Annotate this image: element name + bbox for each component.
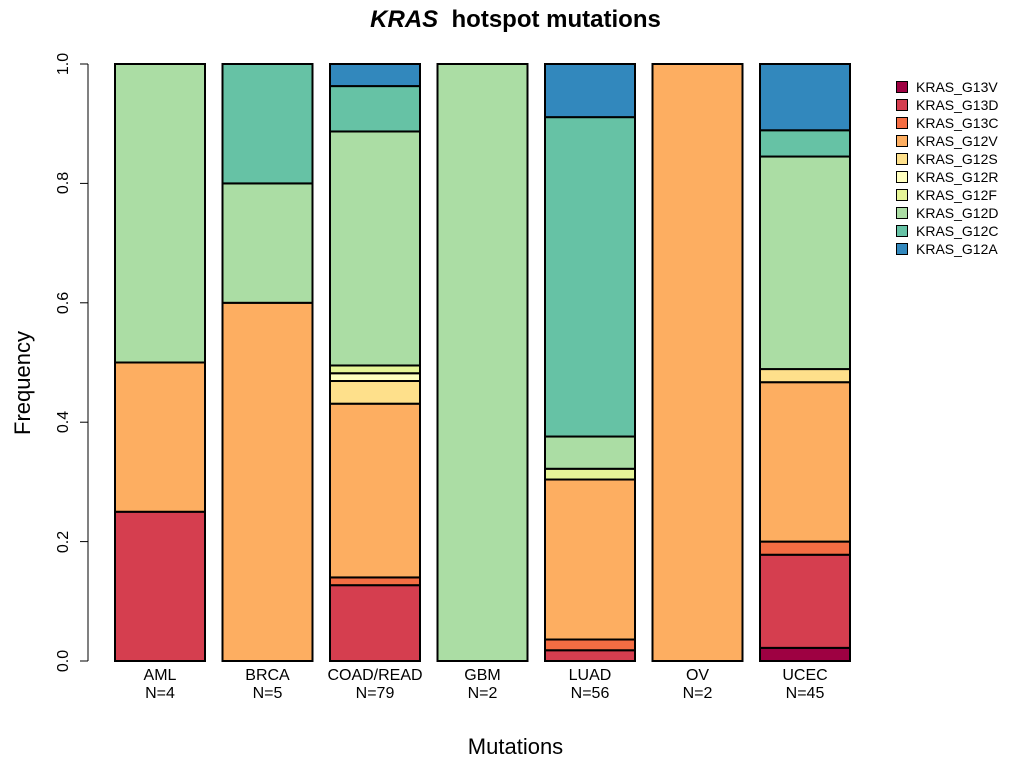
legend-swatch	[896, 117, 908, 129]
legend-label: KRAS_G12A	[916, 241, 998, 257]
x-tick-count: N=79	[355, 685, 395, 702]
chart-title: KRAS hotspot mutations	[0, 6, 1031, 34]
bar-segment-kras-g12c	[329, 85, 421, 133]
y-tick-label: 1.0	[55, 52, 72, 76]
bar-segment-kras-g13d	[759, 553, 851, 649]
bar-segment-kras-g13v	[759, 646, 851, 663]
x-axis-label: Mutations	[467, 734, 564, 759]
bar-segment-kras-g12c	[221, 63, 314, 185]
legend-label: KRAS_G12S	[916, 151, 998, 167]
bar-segment-kras-g12r	[329, 372, 421, 383]
x-tick-label: COAD/READ N=79	[315, 667, 435, 703]
bar-segment-kras-g12f	[329, 364, 421, 375]
y-tick-label: 0.0	[55, 649, 72, 673]
bar-segment-kras-g12a	[544, 63, 636, 119]
y-tick-label: 0.2	[55, 530, 72, 553]
bar-segment-kras-g12d	[329, 130, 421, 367]
x-tick-count: N=5	[252, 685, 283, 702]
bar-segment-kras-g13d	[329, 584, 421, 663]
legend-swatch	[896, 81, 908, 93]
bar-segment-kras-g13d	[544, 649, 636, 663]
x-tick-label: LUAD N=56	[530, 667, 650, 703]
bar-segment-kras-g12v	[221, 301, 314, 662]
legend-item: KRAS_G12A	[896, 240, 998, 258]
legend-swatch	[896, 225, 908, 237]
bar-segment-kras-g13c	[759, 540, 851, 556]
bar-segment-kras-g12v	[544, 478, 636, 641]
legend-item: KRAS_G12C	[896, 222, 998, 240]
bar-segment-kras-g12f	[544, 467, 636, 481]
bar-segment-kras-g12c	[759, 129, 851, 158]
bar-segment-kras-g12c	[544, 116, 636, 438]
bar-segment-kras-g12v	[651, 63, 744, 662]
bar-segment-kras-g12s	[329, 380, 421, 405]
bar-segment-kras-g12a	[329, 63, 421, 88]
legend-item: KRAS_G13V	[896, 78, 998, 96]
bar-segment-kras-g12v	[329, 402, 421, 579]
x-tick-count: N=2	[467, 685, 498, 702]
bar-segment-kras-g12v	[114, 361, 206, 513]
y-axis-label: Frequency	[10, 331, 35, 435]
legend-item: KRAS_G13D	[896, 96, 998, 114]
legend-label: KRAS_G13V	[916, 79, 998, 95]
legend-label: KRAS_G12C	[916, 223, 999, 239]
x-tick-category: LUAD	[568, 667, 612, 684]
x-tick-label: AML N=4	[100, 667, 220, 703]
x-tick-category: BRCA	[245, 667, 290, 684]
bar-segment-kras-g12v	[759, 381, 851, 543]
legend-item: KRAS_G12S	[896, 150, 998, 168]
bar-segment-kras-g12d	[114, 63, 206, 364]
legend-swatch	[896, 135, 908, 147]
x-tick-count: N=2	[682, 685, 713, 702]
chart-title-rest: hotspot mutations	[451, 6, 661, 33]
legend-swatch	[896, 171, 908, 183]
legend: KRAS_G13V KRAS_G13D KRAS_G13C KRAS_G12V KRAS…	[896, 78, 998, 258]
legend-swatch	[896, 99, 908, 111]
x-tick-label: UCEC N=45	[745, 667, 865, 703]
bar-segment-kras-g12d	[759, 155, 851, 371]
y-tick-label: 0.6	[55, 291, 72, 314]
bar-segment-kras-g12d	[221, 182, 314, 304]
bar-segment-kras-g13c	[544, 638, 636, 652]
legend-swatch	[896, 243, 908, 255]
bar-segment-kras-g12d	[544, 435, 636, 470]
x-tick-count: N=56	[570, 685, 610, 702]
x-tick-label: OV N=2	[638, 667, 758, 703]
x-tick-category: GBM	[464, 667, 501, 684]
legend-item: KRAS_G13C	[896, 114, 998, 132]
y-tick-label: 0.4	[55, 411, 72, 434]
legend-item: KRAS_G12D	[896, 204, 998, 222]
x-tick-category: OV	[685, 667, 710, 684]
x-tick-category: UCEC	[782, 667, 828, 684]
x-tick-label: GBM N=2	[423, 667, 543, 703]
x-tick-category: COAD/READ	[327, 667, 423, 684]
bar-segment-kras-g13d	[114, 510, 206, 662]
legend-item: KRAS_G12V	[896, 132, 998, 150]
x-tick-category: AML	[143, 667, 177, 684]
legend-swatch	[896, 189, 908, 201]
legend-label: KRAS_G13D	[916, 97, 999, 113]
legend-swatch	[896, 207, 908, 219]
x-tick-label: BRCA N=5	[208, 667, 328, 703]
x-tick-count: N=4	[145, 685, 175, 702]
y-tick-label: 0.8	[55, 172, 72, 195]
legend-label: KRAS_G12F	[916, 187, 997, 203]
bar-segment-kras-g13c	[329, 576, 421, 587]
legend-label: KRAS_G12R	[916, 169, 999, 185]
legend-item: KRAS_G12R	[896, 168, 998, 186]
bar-segment-kras-g12s	[759, 368, 851, 384]
legend-item: KRAS_G12F	[896, 186, 998, 204]
bar-segment-kras-g12d	[436, 63, 529, 662]
legend-label: KRAS_G13C	[916, 115, 999, 131]
legend-swatch	[896, 153, 908, 165]
bar-segment-kras-g12a	[759, 63, 851, 132]
legend-label: KRAS_G12D	[916, 205, 999, 221]
chart-title-gene: KRAS	[370, 6, 439, 33]
legend-label: KRAS_G12V	[916, 133, 998, 149]
x-tick-count: N=45	[785, 685, 825, 702]
